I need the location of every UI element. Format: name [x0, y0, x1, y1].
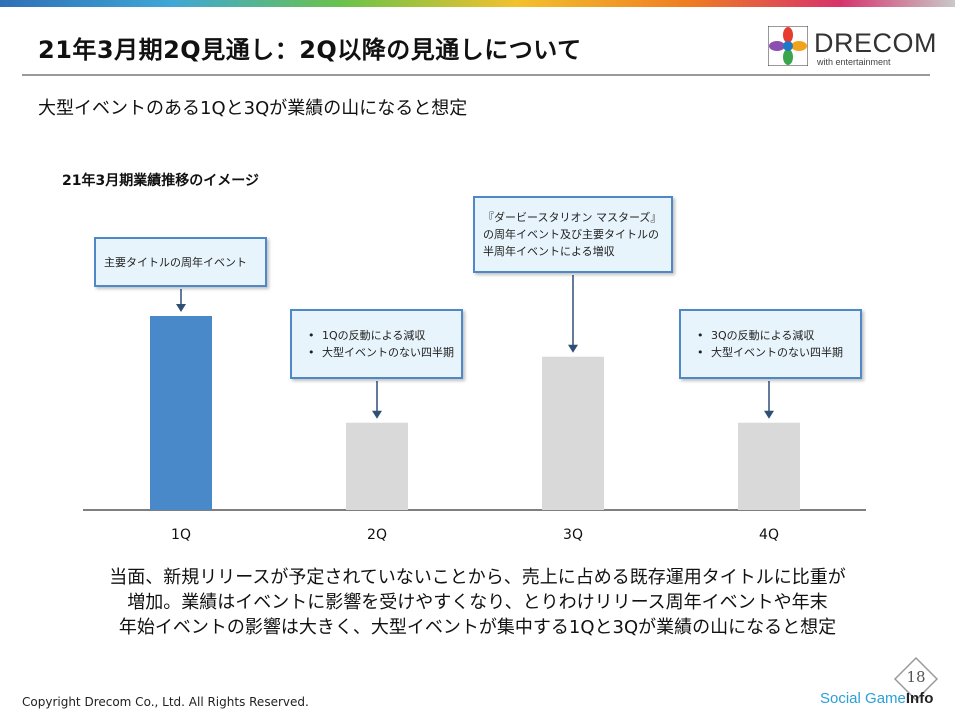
watermark-info: Info	[905, 690, 934, 707]
callout-line: 主要タイトルの周年イベント	[104, 256, 247, 269]
bar-4q	[738, 422, 800, 510]
drecom-logo: DRECOM with entertainment	[768, 26, 937, 70]
arrow-head-icon	[568, 344, 578, 353]
summary-text: 当面、新規リリースが予定されていないことから、売上に占める既存運用タイトルに比重…	[0, 565, 955, 640]
page-number-badge: 18	[893, 656, 939, 702]
callout-line: の周年イベント及び主要タイトルの	[483, 228, 659, 241]
callout-line: 半周年イベントによる増収	[483, 245, 615, 258]
flower-logo-icon	[768, 26, 808, 66]
summary-line: 増加。業績はイベントに影響を受けやすくなり、とりわけリリース周年イベントや年末	[127, 592, 828, 613]
bar-2q	[346, 422, 408, 510]
bar-3q	[542, 356, 604, 510]
site-watermark: Social GameInfo	[820, 690, 933, 707]
callout-bullet: 大型イベントのない四半期	[697, 344, 860, 361]
page-title: 21年3月期2Q見通し：2Q以降の見通しについて	[38, 36, 582, 64]
callout-bullet: 1Qの反動による減収	[308, 327, 461, 344]
x-tick-label: 4Q	[759, 527, 779, 543]
page-number: 18	[906, 668, 926, 686]
title-divider	[22, 74, 930, 76]
copyright-text: Copyright Drecom Co., Ltd. All Rights Re…	[22, 695, 309, 709]
callout-bullet: 大型イベントのない四半期	[308, 344, 461, 361]
summary-line: 当面、新規リリースが予定されていないことから、売上に占める既存運用タイトルに比重…	[109, 567, 846, 588]
x-tick-label: 2Q	[367, 527, 387, 543]
bar-1q	[150, 316, 212, 510]
arrow-head-icon	[372, 410, 382, 419]
callout-2q: 1Qの反動による減収大型イベントのない四半期	[290, 309, 463, 379]
chart-title: 21年3月期業績推移のイメージ	[62, 173, 259, 189]
callout-line: 『ダービースタリオン マスターズ』	[483, 211, 662, 224]
summary-line: 年始イベントの影響は大きく、大型イベントが集中する1Qと3Qが業績の山になると想…	[118, 617, 837, 638]
logo-wordmark: DRECOM	[814, 28, 937, 58]
watermark-social-game: Social Game	[820, 690, 906, 707]
top-color-bar	[0, 0, 955, 7]
callout-1q: 主要タイトルの周年イベント	[94, 237, 267, 287]
arrow-head-icon	[176, 304, 186, 312]
subtitle: 大型イベントのある1Qと3Qが業績の山になると想定	[38, 98, 468, 119]
arrow-head-icon	[764, 410, 774, 419]
x-tick-label: 3Q	[563, 527, 583, 543]
diamond-icon	[893, 656, 939, 702]
logo-tagline: with entertainment	[817, 57, 891, 67]
callout-bullet: 3Qの反動による減収	[697, 327, 860, 344]
callout-4q: 3Qの反動による減収大型イベントのない四半期	[679, 309, 862, 379]
x-tick-label: 1Q	[171, 527, 191, 543]
callout-3q: 『ダービースタリオン マスターズ』 の周年イベント及び主要タイトルの 半周年イベント…	[473, 196, 673, 273]
